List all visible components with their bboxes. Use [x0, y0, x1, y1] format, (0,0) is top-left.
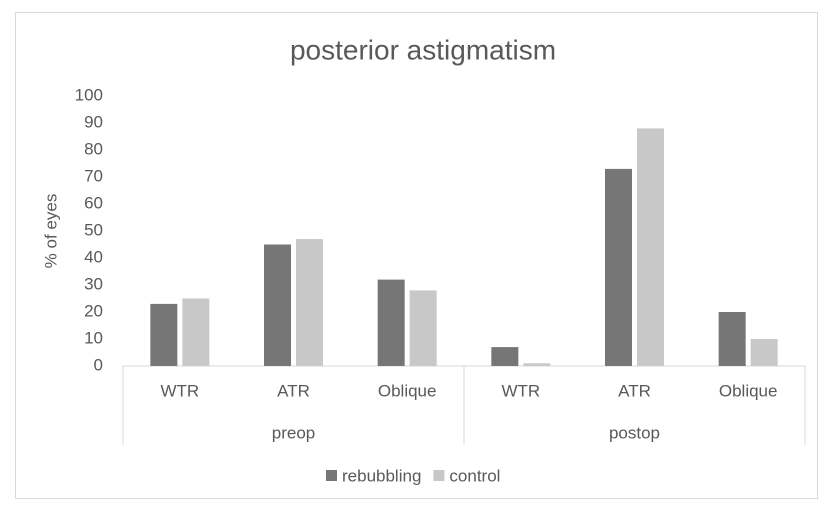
bar — [491, 347, 519, 366]
x-tick-label: ATR — [277, 381, 310, 400]
bar — [296, 239, 323, 366]
x-tick-label: ATR — [618, 381, 651, 400]
y-tick-label: 40 — [84, 247, 103, 266]
x-tick-label: WTR — [501, 381, 540, 400]
y-tick-label: 20 — [84, 301, 103, 320]
legend-label: control — [449, 466, 500, 485]
y-tick-label: 50 — [84, 220, 103, 239]
y-tick-label: 30 — [84, 274, 103, 293]
chart-frame — [15, 12, 818, 499]
bar — [264, 244, 291, 366]
x-tick-label: Oblique — [719, 381, 778, 400]
x-tick-label: Oblique — [378, 381, 437, 400]
bar — [637, 128, 664, 366]
bar — [182, 298, 210, 366]
y-tick-label: 0 — [94, 355, 103, 374]
y-tick-label: 80 — [84, 139, 103, 158]
legend-label: rebubbling — [342, 466, 421, 485]
y-tick-label: 60 — [84, 193, 103, 212]
y-tick-label: 70 — [84, 166, 103, 185]
y-tick-label: 100 — [75, 85, 103, 104]
bar — [409, 290, 437, 366]
y-tick-label: 10 — [84, 328, 103, 347]
group-label: preop — [272, 423, 315, 442]
group-label: postop — [609, 423, 660, 442]
x-tick-label: WTR — [160, 381, 199, 400]
bar — [523, 363, 551, 366]
chart-title: posterior astigmatism — [290, 34, 556, 65]
bar — [150, 303, 178, 366]
bar — [377, 279, 405, 366]
bar — [718, 312, 746, 366]
bar — [605, 168, 632, 366]
legend-swatch — [433, 470, 445, 481]
legend-swatch — [326, 470, 337, 481]
y-axis-label: % of eyes — [41, 194, 60, 269]
bar — [750, 339, 778, 366]
y-tick-label: 90 — [84, 112, 103, 131]
